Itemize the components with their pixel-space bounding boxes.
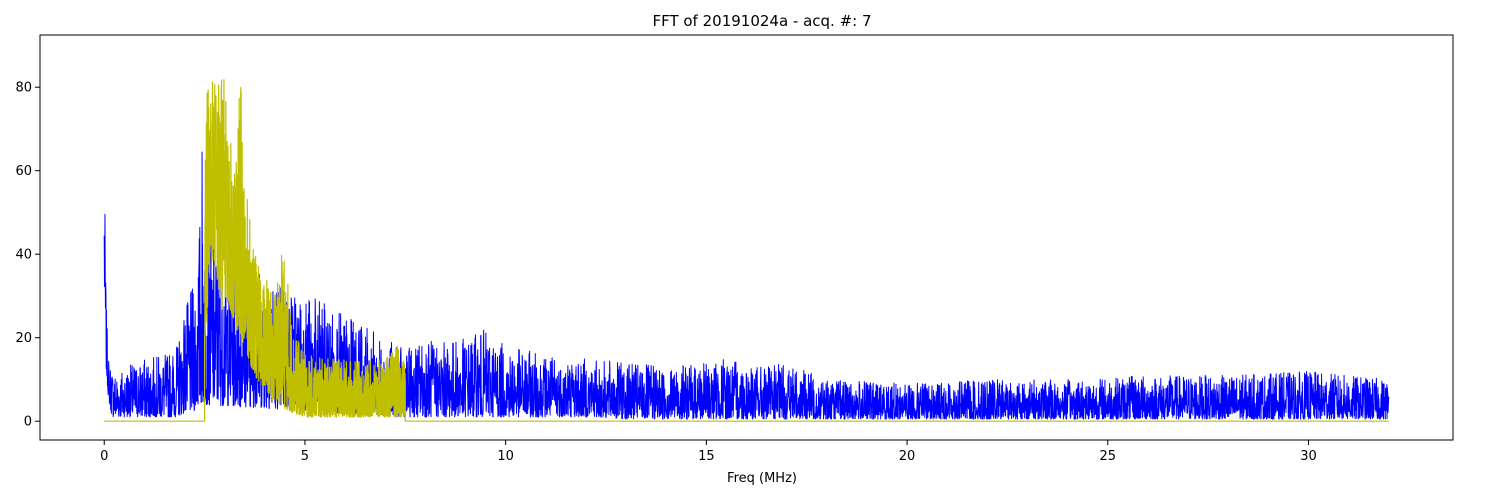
x-tick-label: 15 <box>698 449 715 464</box>
y-tick-label: 80 <box>15 81 32 96</box>
x-axis: 0 5 10 15 20 25 30 <box>100 440 1317 464</box>
x-tick-label: 25 <box>1100 449 1117 464</box>
x-tick-label: 0 <box>100 449 108 464</box>
y-tick-label: 0 <box>24 415 32 430</box>
x-tick-label: 5 <box>301 449 309 464</box>
y-tick-label: 20 <box>15 331 32 346</box>
y-axis: 0 20 40 60 80 <box>15 81 40 430</box>
chart-title: FFT of 20191024a - acq. #: 7 <box>652 12 871 30</box>
x-axis-label: Freq (MHz) <box>727 471 797 486</box>
plot-area <box>39 34 1454 441</box>
x-tick-label: 30 <box>1300 449 1317 464</box>
plot-frame <box>39 34 1454 441</box>
x-tick-label: 20 <box>899 449 916 464</box>
y-tick-label: 40 <box>15 248 32 263</box>
x-tick-label: 10 <box>497 449 514 464</box>
bandpass-series-line <box>104 79 1389 422</box>
y-tick-label: 60 <box>15 164 32 179</box>
